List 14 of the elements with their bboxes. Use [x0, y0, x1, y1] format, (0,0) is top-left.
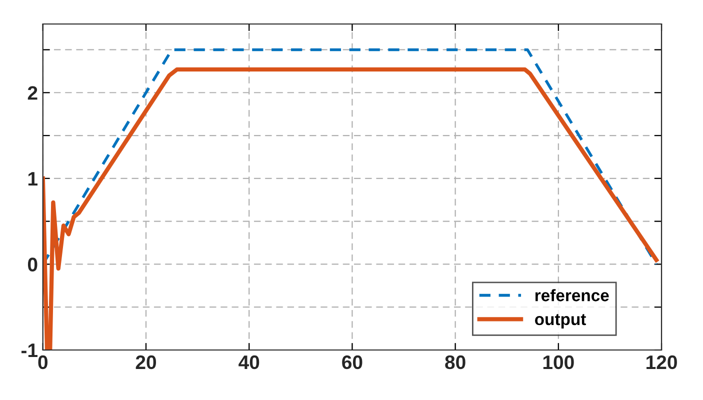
legend-label: reference	[535, 289, 609, 302]
y-tick-label: -1	[21, 344, 38, 358]
x-tick-label: 80	[445, 355, 466, 370]
x-tick-label: 0	[38, 355, 48, 370]
x-tick-label: 20	[136, 355, 156, 370]
y-tick-label: 1	[28, 172, 38, 186]
x-tick-label: 100	[543, 355, 574, 370]
y-tick-label: 0	[28, 258, 38, 272]
line-series	[42, 67, 658, 350]
legend-label: output	[535, 314, 586, 328]
x-tick-label: 60	[342, 355, 362, 370]
y-tick-label: 2	[28, 86, 38, 100]
x-tick-label: 40	[238, 355, 260, 370]
x-tick-label: 120	[646, 355, 677, 370]
